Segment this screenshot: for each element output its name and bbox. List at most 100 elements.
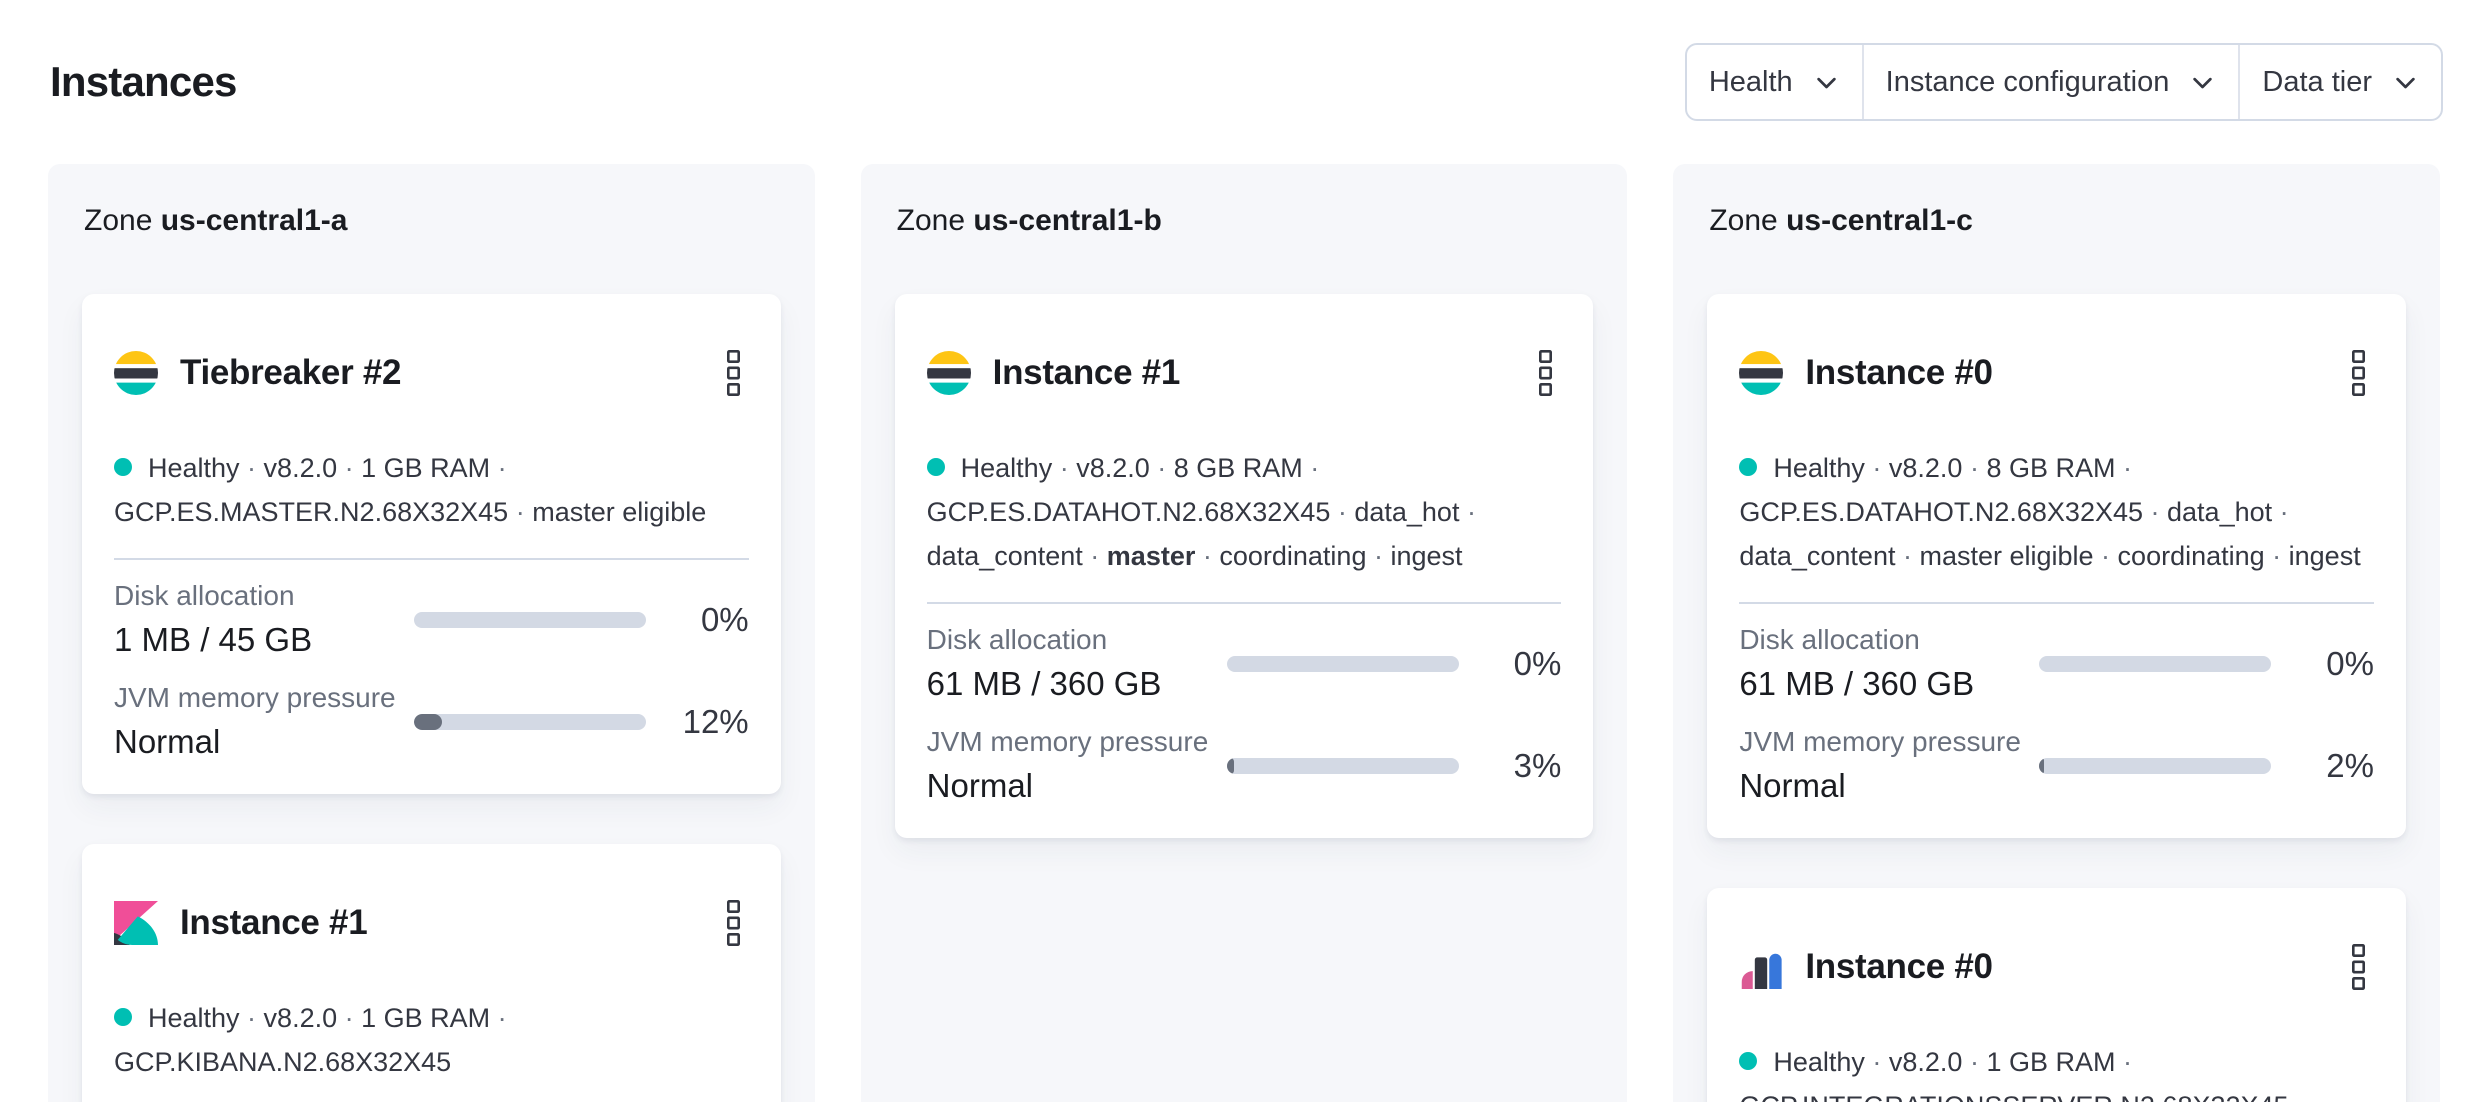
metric-text: Disk allocation 61 MB / 360 GB <box>1739 622 2039 706</box>
filter-health-button[interactable]: Health <box>1687 45 1862 119</box>
metric-value: Normal <box>926 767 1034 805</box>
metric-label: JVM memory pressure <box>926 726 1209 758</box>
health-status-dot <box>114 1008 132 1027</box>
instance-actions-button[interactable] <box>718 348 749 398</box>
meta-separator: · <box>1330 497 1355 528</box>
zone-card-list: Instance #1 Healthy · v8.2.0 · 8 GB RAM … <box>894 294 1594 839</box>
meta-segment: Healthy <box>1773 1047 1865 1078</box>
metric-percent: 0% <box>1513 645 1562 683</box>
instance-meta: Healthy · v8.2.0 · 1 GB RAM · GCP.KIBANA… <box>114 996 749 1084</box>
meta-segment: v8.2.0 <box>1076 453 1150 484</box>
meta-separator: · <box>1366 541 1391 572</box>
instance-card-header: Instance #1 <box>927 320 1562 426</box>
instance-actions-button[interactable] <box>2343 348 2374 398</box>
filter-data-tier-button[interactable]: Data tier <box>2238 45 2441 119</box>
meta-separator: · <box>2093 541 2118 572</box>
meta-segment: master eligible <box>532 497 707 528</box>
meta-segment: GCP.KIBANA.N2.68X32X45 <box>114 1047 452 1078</box>
meta-segment: master <box>1106 541 1196 572</box>
meta-segment: 1 GB RAM <box>1986 1047 2116 1078</box>
meta-separator: · <box>508 497 533 528</box>
metric-row: Disk allocation 61 MB / 360 GB 0% <box>1739 622 2374 706</box>
zone-panel: Zone us-central1-a Tiebreaker #2 Healthy… <box>48 164 815 1102</box>
metric-label: JVM memory pressure <box>114 682 396 714</box>
metric-percent: 0% <box>700 601 749 639</box>
page-header: Instances Health Instance configuration … <box>0 0 2490 138</box>
meta-separator: · <box>1962 453 1987 484</box>
instance-actions-button[interactable] <box>1530 348 1561 398</box>
progress-bar <box>1226 656 1459 673</box>
meta-segment: v8.2.0 <box>263 453 338 484</box>
zone-label: Zone <box>1709 204 1778 237</box>
meta-segment: Healthy <box>1773 453 1865 484</box>
zone-name: us-central1-a <box>160 204 348 237</box>
zone-title: Zone us-central1-a <box>84 202 781 240</box>
metric-label: JVM memory pressure <box>1739 726 2021 758</box>
instance-metrics: Disk allocation 61 MB / 360 GB 0% JVM me… <box>1739 622 2374 808</box>
instance-title: Instance #0 <box>1805 353 1993 393</box>
meta-segment: GCP.ES.MASTER.N2.68X32X45 <box>114 497 509 528</box>
meta-separator: · <box>1895 541 1920 572</box>
meta-segment: GCP.ES.DATAHOT.N2.68X32X45 <box>1739 497 2144 528</box>
filter-instance-configuration-label: Instance configuration <box>1885 65 2170 98</box>
filter-instance-configuration-button[interactable]: Instance configuration <box>1861 45 2239 119</box>
instance-actions-button[interactable] <box>2343 942 2374 992</box>
meta-line: Healthy · v8.2.0 · 1 GB RAM · <box>114 446 749 490</box>
meta-separator: · <box>337 1003 362 1034</box>
meta-segment: ingest <box>1390 541 1463 572</box>
instance-meta: Healthy · v8.2.0 · 8 GB RAM · GCP.ES.DAT… <box>1739 446 2374 578</box>
meta-separator: · <box>1052 453 1077 484</box>
instance-card: Tiebreaker #2 Healthy · v8.2.0 · 1 GB RA… <box>82 294 781 795</box>
zone-card-list: Tiebreaker #2 Healthy · v8.2.0 · 1 GB RA… <box>82 294 781 1102</box>
meta-segment: 1 GB RAM <box>361 1003 491 1034</box>
meta-segment: v8.2.0 <box>1888 453 1963 484</box>
health-status-dot <box>1739 458 1758 477</box>
meta-separator: · <box>1302 453 1320 484</box>
progress-bar <box>2039 758 2272 775</box>
meta-line: GCP.ES.DATAHOT.N2.68X32X45 · data_hot · <box>927 490 1562 534</box>
progress-bar <box>414 714 646 731</box>
metric-text: JVM memory pressure Normal <box>1739 724 2039 808</box>
instance-card-header: Instance #0 <box>1739 320 2374 426</box>
health-status-dot <box>114 458 132 477</box>
metric-percent: 0% <box>2326 645 2374 683</box>
instance-card: Instance #1 Healthy · v8.2.0 · 8 GB RAM … <box>894 294 1594 839</box>
instance-metrics: Disk allocation 1 MB / 45 GB 0% JVM memo… <box>114 578 749 764</box>
progress-bar <box>1226 758 1459 775</box>
zone-card-list: Instance #0 Healthy · v8.2.0 · 8 GB RAM … <box>1707 294 2406 1102</box>
instance-card-header: Tiebreaker #2 <box>114 320 749 426</box>
metric-value: 61 MB / 360 GB <box>1739 665 1975 703</box>
zone-title: Zone us-central1-c <box>1709 202 2406 240</box>
meta-segment: Healthy <box>148 453 240 484</box>
zone-label: Zone <box>896 204 966 237</box>
instance-card-header: Instance #1 <box>114 870 749 976</box>
metric-value: 61 MB / 360 GB <box>926 665 1162 703</box>
instance-title: Instance #0 <box>1805 947 1993 987</box>
meta-segment: coordinating <box>2117 541 2265 572</box>
progress-bar-fill <box>2039 758 2044 775</box>
zone-panel: Zone us-central1-b Instance #1 Healthy ·… <box>860 164 1628 1102</box>
instance-actions-button[interactable] <box>718 898 749 948</box>
metric-row: JVM memory pressure Normal 12% <box>114 680 749 764</box>
meta-separator: · <box>239 453 264 484</box>
meta-segment: data_content <box>926 541 1083 572</box>
instance-metrics: Disk allocation 61 MB / 360 GB 0% JVM me… <box>927 622 1562 808</box>
instance-card: Instance #1 Healthy · v8.2.0 · 1 GB RAM … <box>82 844 781 1102</box>
filter-data-tier-label: Data tier <box>2262 65 2372 98</box>
meta-separator: · <box>239 1003 264 1034</box>
meta-segment: v8.2.0 <box>263 1003 338 1034</box>
meta-segment: 1 GB RAM <box>361 453 491 484</box>
metric-row: Disk allocation 61 MB / 360 GB 0% <box>927 622 1562 706</box>
kebab-menu-icon <box>726 900 741 946</box>
elasticsearch-logo-icon <box>1739 351 1783 395</box>
metric-value: Normal <box>1739 767 1846 805</box>
metric-value: 1 MB / 45 GB <box>114 621 313 659</box>
card-divider <box>114 558 749 561</box>
meta-separator: · <box>2115 1047 2132 1078</box>
meta-separator: · <box>1962 1047 1987 1078</box>
meta-separator: · <box>2272 497 2289 528</box>
meta-line: data_content · master · coordinating · i… <box>927 534 1562 578</box>
metric-label: Disk allocation <box>926 624 1108 656</box>
chevron-down-icon <box>2392 69 2419 96</box>
